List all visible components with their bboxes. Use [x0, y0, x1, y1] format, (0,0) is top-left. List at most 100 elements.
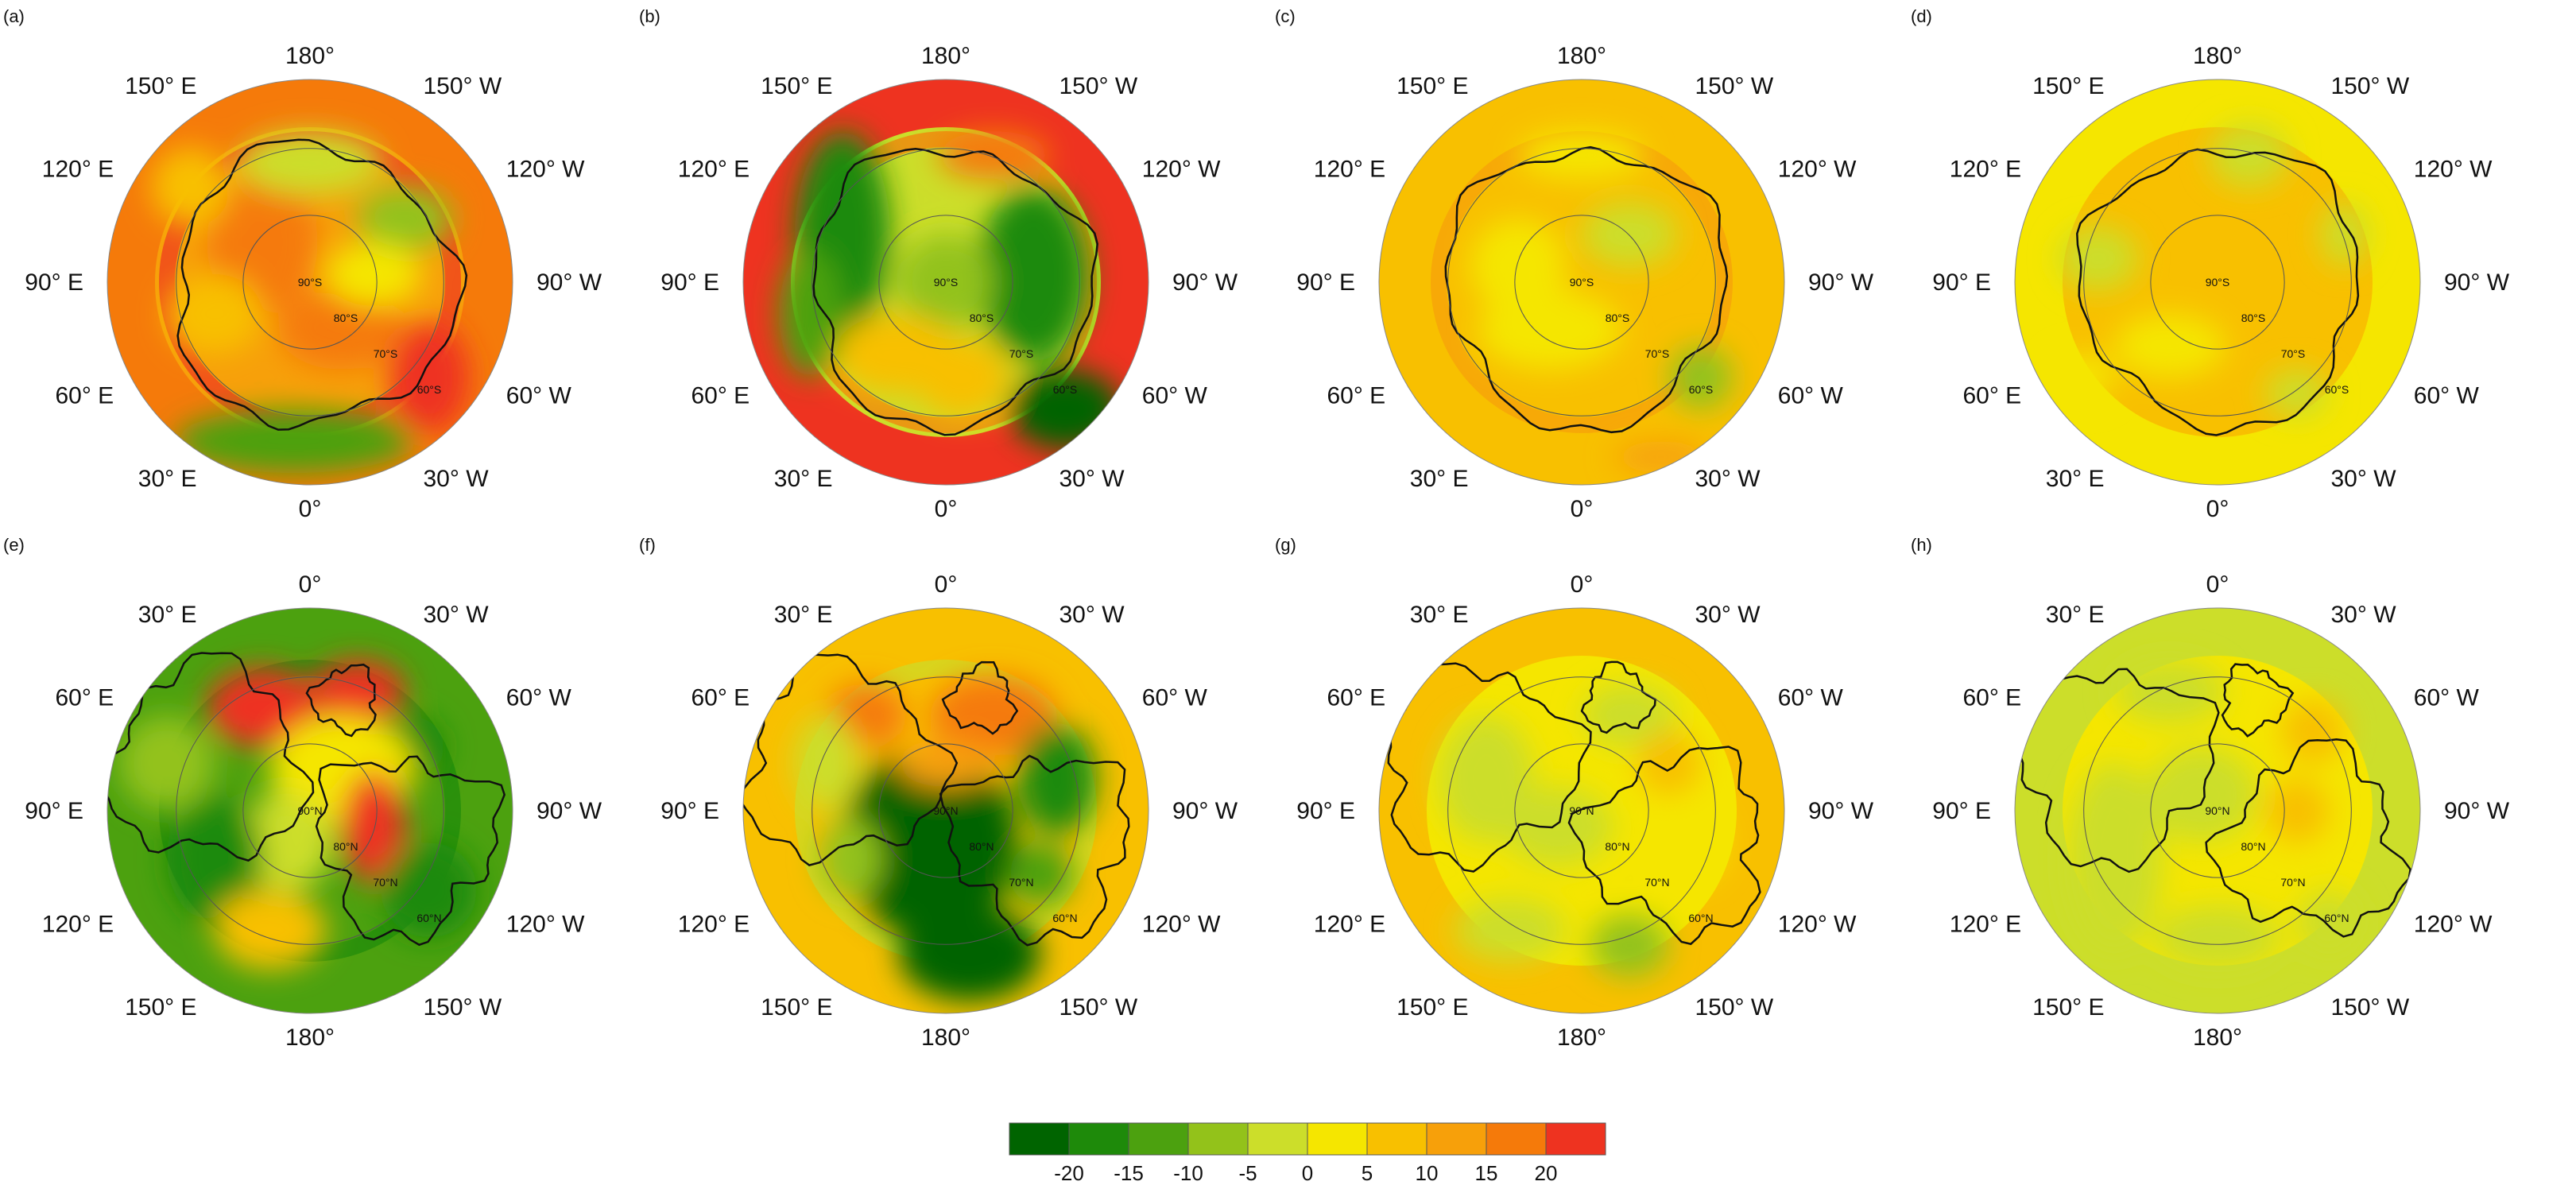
field-blotches	[795, 676, 1097, 1001]
coast-eurasia	[743, 653, 959, 866]
field-blotch	[1518, 131, 1645, 179]
field-blotch	[819, 819, 882, 898]
longitude-label: 120° E	[1314, 157, 1385, 183]
longitude-label: 120° E	[1950, 157, 2021, 183]
longitude-label: 90° W	[1172, 798, 1238, 824]
field-outer-ring	[2015, 79, 2420, 485]
latitude-label: 60°S	[1689, 383, 1714, 396]
longitude-label: 90° W	[2444, 269, 2510, 296]
latitude-label: 80°S	[970, 312, 994, 324]
latitude-label: 90°N	[1569, 804, 1594, 817]
field-blotch	[2265, 370, 2329, 417]
longitude-label: 90° W	[537, 269, 602, 296]
latitude-label: 70°N	[373, 876, 397, 889]
colorbar-tick-label: 20	[1535, 1161, 1558, 1185]
longitude-label: 60° W	[1142, 383, 1208, 409]
latitude-label: 80°N	[1605, 840, 1629, 853]
field-outer-ring	[107, 608, 513, 1013]
map-boundary	[1378, 79, 1785, 486]
map-boundary	[107, 607, 513, 1014]
map-panel-b: (b) 90°S 80°S 70°S 60°S 180° 150° W 120° W 90° W…	[639, 6, 1238, 522]
colorbar: -20 -15 -10 -5 0 5 10 15 20	[1009, 1122, 1606, 1185]
longitude-label: 120° W	[506, 157, 585, 183]
longitude-label: 90° E	[1296, 269, 1355, 296]
longitude-label: 0°	[299, 571, 322, 598]
latitude-circle	[242, 743, 378, 878]
longitude-label: 60° W	[506, 383, 572, 409]
longitude-label: 30° W	[2331, 602, 2397, 628]
field-blotch	[898, 234, 994, 330]
coast-america	[2205, 738, 2411, 938]
field-blotch	[215, 890, 326, 970]
coastline	[2016, 663, 2411, 938]
field-blotch	[779, 250, 843, 378]
field-blotches	[2067, 660, 2361, 970]
longitude-label: 150° W	[2331, 994, 2410, 1021]
field-blotch	[326, 242, 421, 306]
longitude-label: 150° E	[1396, 994, 1468, 1021]
latitude-circle	[812, 148, 1080, 416]
field-blotch	[2067, 763, 2162, 954]
map-panel-f: (f) 90°N 80°N 70°N 60°N 0° 30° W 60° W 90° W 120°…	[639, 535, 1238, 1051]
latitude-circle	[1447, 148, 1716, 416]
map-panel-g: (g) 90°N 80°N 70°N 60°N 0° 30° W 60° W 90° W 120°…	[1275, 535, 1874, 1051]
latitude-label: 70°S	[2281, 347, 2306, 360]
longitude-label: 150° E	[125, 73, 196, 99]
colorbar-tick-label: -10	[1173, 1161, 1203, 1185]
longitude-label: 60° W	[2414, 383, 2480, 409]
field-outer-ring	[1379, 79, 1784, 485]
latitude-circle	[878, 215, 1013, 350]
longitude-label: 0°	[935, 496, 958, 522]
field-blotch	[1669, 346, 1733, 409]
latitude-circle	[1514, 743, 1649, 878]
field-blotch	[2297, 890, 2361, 954]
longitude-label: 60° E	[691, 383, 750, 409]
map-panel-h: (h) 90°N 80°N 70°N 60°N 0° 30° W 60° W 90° W 120°…	[1911, 535, 2510, 1051]
latitude-label: 90°S	[2206, 276, 2230, 289]
colorbar-swatch	[1545, 1122, 1606, 1156]
longitude-label: 60° E	[1327, 685, 1385, 711]
longitude-label: 30° E	[138, 466, 197, 492]
longitude-label: 120° W	[2414, 912, 2493, 938]
field-blotch	[310, 660, 405, 723]
longitude-label: 150° E	[2032, 994, 2104, 1021]
longitude-label: 30° W	[424, 602, 490, 628]
longitude-label: 120° E	[42, 912, 114, 938]
field-blotch	[2265, 779, 2329, 842]
longitude-label: 150° W	[424, 994, 502, 1021]
longitude-label: 180°	[1557, 43, 1606, 69]
longitude-label: 60° W	[2414, 685, 2480, 711]
longitude-label: 30° W	[2331, 466, 2397, 492]
latitude-label: 60°N	[1688, 912, 1713, 924]
field-blotch	[898, 906, 1041, 1001]
latitude-label: 60°S	[2325, 383, 2349, 396]
map-boundary	[2014, 79, 2421, 486]
coast-america	[315, 755, 506, 947]
coastline	[812, 148, 1098, 436]
field-blotches	[119, 660, 477, 970]
field-blotch	[238, 795, 334, 890]
longitude-label: 30° E	[1410, 602, 1469, 628]
field-blotch	[382, 842, 477, 938]
field-blotch	[795, 715, 858, 811]
coast-eurasia	[1387, 662, 1592, 873]
anomaly-field	[2015, 79, 2420, 485]
colorbar-tick-label: 5	[1362, 1161, 1373, 1185]
longitude-label: 150° W	[424, 73, 502, 99]
longitude-label: 120° W	[506, 912, 585, 938]
panel-label: (b)	[639, 6, 660, 26]
longitude-label: 120° W	[2414, 157, 2493, 183]
longitude-label: 60° E	[1962, 383, 2021, 409]
coast-eurasia	[2016, 668, 2220, 873]
latitude-label: 80°S	[334, 312, 358, 324]
field-blotch	[1590, 914, 1669, 978]
latitude-circle	[176, 676, 444, 945]
colorbar-swatch	[1307, 1122, 1368, 1156]
field-blotch	[119, 715, 215, 811]
field-blotch	[238, 131, 382, 195]
latitude-label: 60°S	[417, 383, 442, 396]
latitude-label: 80°S	[1606, 312, 1630, 324]
longitude-label: 120° E	[678, 157, 750, 183]
colorbar-tick-label: 0	[1302, 1161, 1313, 1185]
